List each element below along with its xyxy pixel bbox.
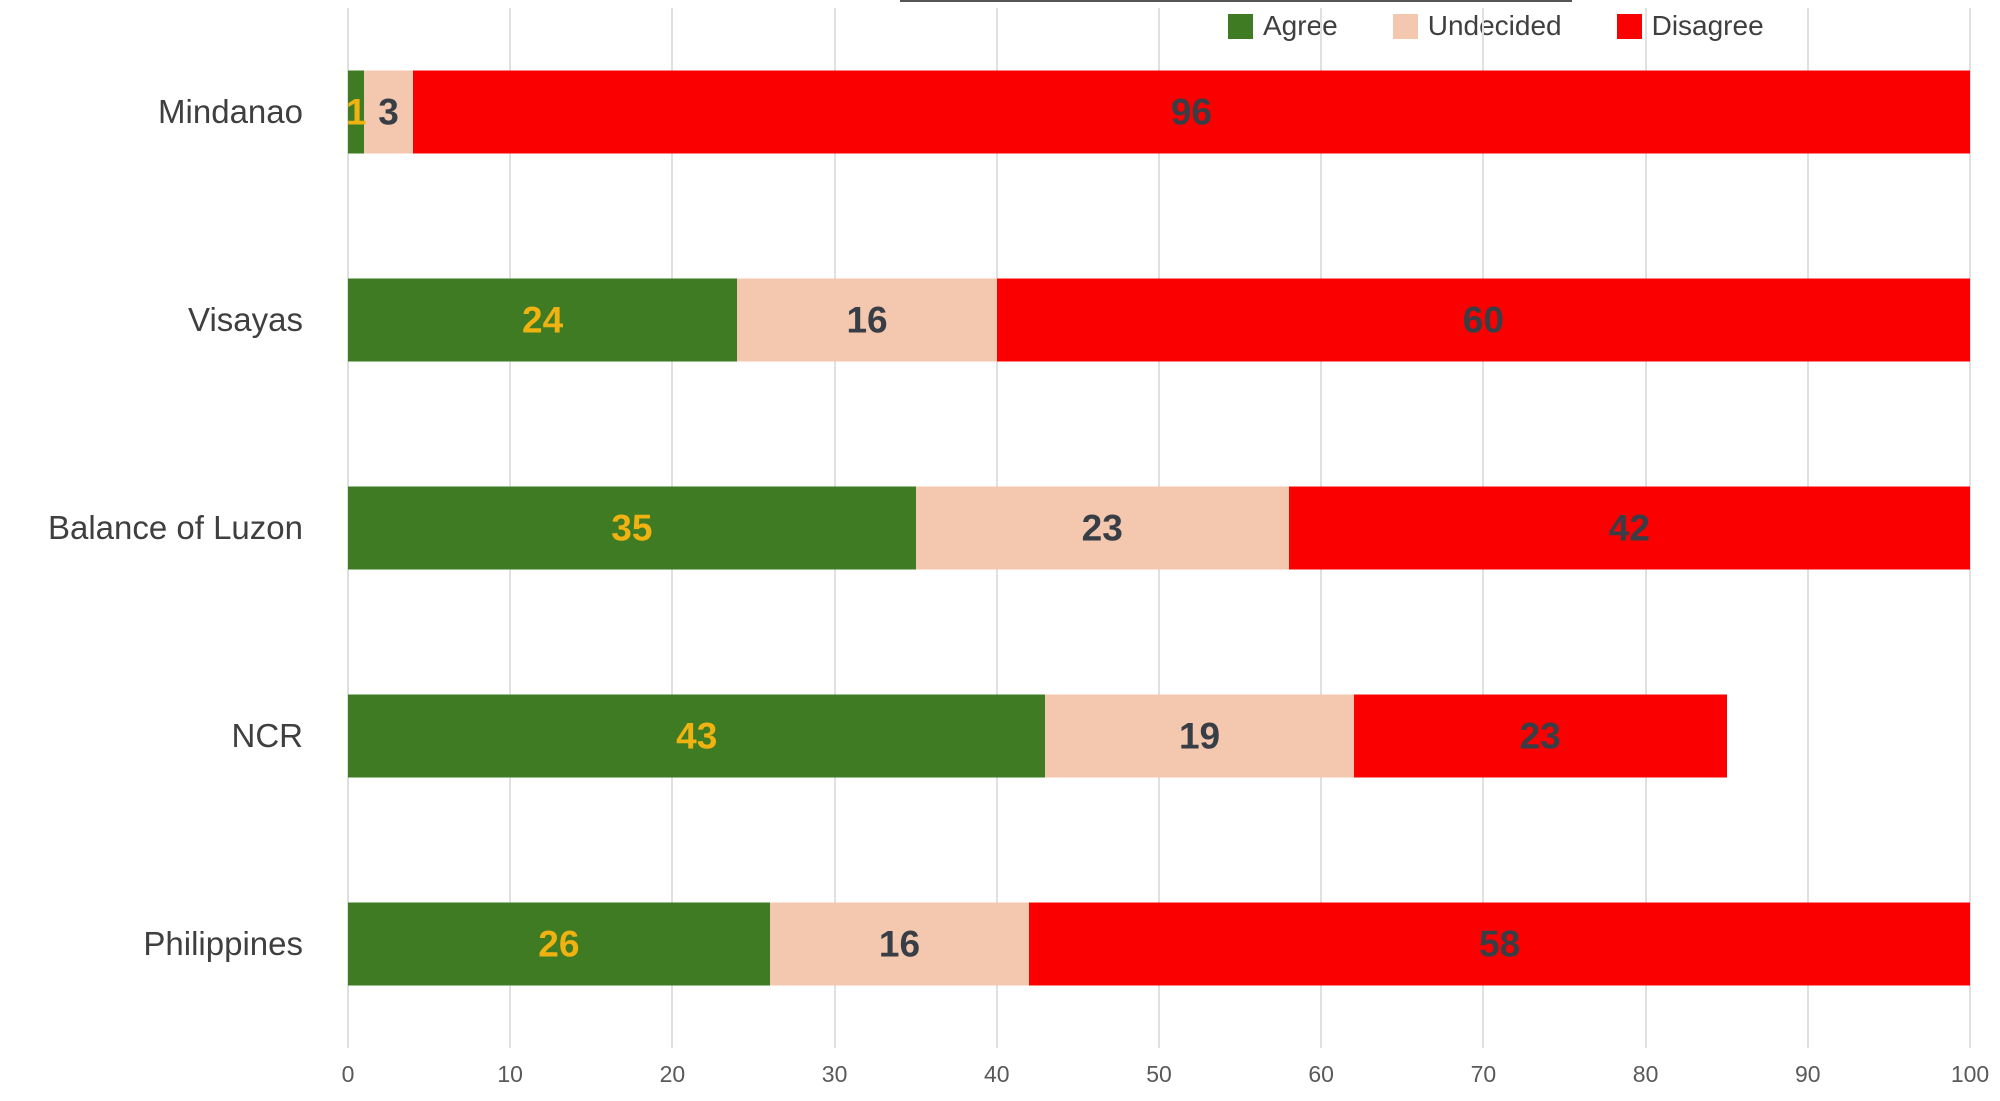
category-axis: Mindanao Visayas Balance of Luzon NCR Philip… [0,8,311,1048]
tick-label-80: 80 [1632,1061,1659,1087]
bar-row-mindanao: 1 3 96 [345,8,1970,216]
bar-row-visayas: 24 16 60 [348,216,1970,424]
bar-value-visayas-disagree: 60 [1462,299,1504,340]
plot-area: 1 3 96 24 16 60 35 23 42 43 19 23 26 16 58 [345,8,1971,1048]
legend-swatch-undecided [1392,13,1418,39]
tick-label-60: 60 [1308,1061,1334,1087]
bar-segment-ncr-undecided: 19 [1045,694,1354,778]
legend-swatch-agree [1228,13,1253,39]
category-label-balance-of-luzon: Balance of Luzon [47,509,303,546]
bar-segment-mindanao-agree: 1 [345,70,367,154]
category-slot-visayas: Visayas [0,216,311,424]
bar-segment-balance-of-luzon-undecided: 23 [915,486,1289,570]
tick-label-100: 100 [1950,1061,1990,1087]
bar-segment-mindanao-disagree: 96 [412,70,1970,154]
tick-label-90: 90 [1795,1061,1821,1087]
bar-segment-ncr-agree: 43 [348,694,1046,778]
bar-value-visayas-agree: 24 [522,299,564,340]
tick-label-70: 70 [1470,1061,1497,1087]
category-slot-balance-of-luzon: Balance of Luzon [0,424,311,632]
bar-segment-visayas-undecided: 16 [737,278,997,362]
bar-segment-balance-of-luzon-disagree: 42 [1288,486,1970,570]
value-axis: 0 10 20 30 40 50 60 70 80 90 100 [342,1048,1990,1100]
bar-value-visayas-undecided: 16 [846,299,888,340]
bar-value-ncr-disagree: 23 [1519,715,1561,756]
category-label-visayas: Visayas [188,301,303,338]
bar-value-ncr-undecided: 19 [1178,715,1221,756]
bar-segment-philippines-undecided: 16 [769,902,1030,986]
chart-legend: Agree Undecided Disagree [1228,8,1764,44]
bar-value-balance-of-luzon-disagree: 42 [1608,507,1650,548]
bar-row-ncr: 43 19 23 [348,632,1970,840]
bar-row-philippines: 26 16 58 [348,840,1970,1048]
legend-label-undecided: Undecided [1427,10,1562,41]
bar-segment-balance-of-luzon-agree: 35 [348,486,916,570]
bar-value-mindanao-disagree: 96 [1170,91,1212,132]
legend-swatch-disagree [1616,13,1642,39]
category-slot-mindanao: Mindanao [0,8,311,216]
category-slot-philippines: Philippines [0,840,311,1048]
gridline-100 [1969,8,1971,1048]
bar-value-balance-of-luzon-undecided: 23 [1081,507,1123,548]
bar-balance-of-luzon: 35 23 42 [348,486,1970,570]
bar-value-philippines-agree: 26 [538,923,580,964]
screenshot-top-edge-line [900,0,1572,2]
bar-segment-ncr-disagree: 23 [1353,694,1727,778]
bar-value-balance-of-luzon-agree: 35 [611,507,653,548]
category-label-ncr: NCR [231,717,304,754]
tick-label-40: 40 [984,1061,1010,1087]
tick-label-20: 20 [659,1061,686,1087]
legend-label-disagree: Disagree [1651,10,1764,41]
bar-value-philippines-undecided: 16 [878,923,921,964]
bar-philippines: 26 16 58 [348,902,1970,986]
category-label-philippines: Philippines [143,925,303,962]
category-slot-ncr: NCR [0,632,311,840]
tick-label-0: 0 [341,1061,355,1087]
legend-item-undecided: Undecided [1392,10,1562,42]
bar-mindanao: 1 3 96 [345,70,1970,154]
bar-segment-philippines-disagree: 58 [1029,902,1970,986]
legend-item-disagree: Disagree [1616,10,1764,42]
bar-value-mindanao-undecided: 3 [378,91,399,132]
bar-visayas: 24 16 60 [348,278,1970,362]
bar-value-ncr-agree: 43 [676,715,718,756]
tick-label-10: 10 [497,1061,523,1087]
bar-row-balance-of-luzon: 35 23 42 [348,424,1970,632]
bar-segment-philippines-agree: 26 [348,902,770,986]
bar-ncr: 43 19 23 [348,694,1727,778]
bar-value-mindanao-agree: 1 [345,91,367,132]
category-label-mindanao: Mindanao [158,93,303,130]
bar-rows: 1 3 96 24 16 60 35 23 42 43 19 23 26 16 58 [345,8,1970,1048]
legend-label-agree: Agree [1263,10,1338,41]
tick-label-30: 30 [821,1061,848,1087]
bar-segment-visayas-disagree: 60 [996,278,1970,362]
legend-item-agree: Agree [1228,10,1338,42]
tick-label-50: 50 [1146,1061,1172,1087]
bar-value-philippines-disagree: 58 [1479,923,1521,964]
bar-segment-mindanao-undecided: 3 [364,70,413,154]
bar-segment-visayas-agree: 24 [348,278,738,362]
